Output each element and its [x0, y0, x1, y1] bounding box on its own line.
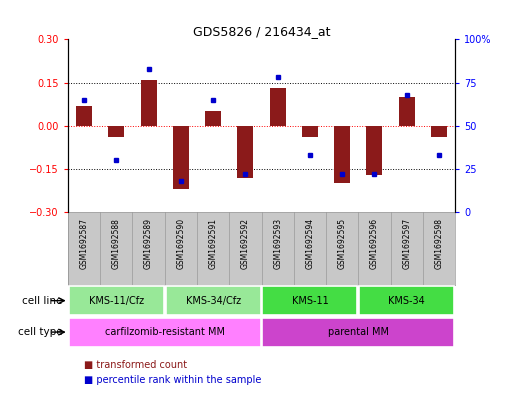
Bar	[431, 126, 447, 137]
Bar	[399, 97, 415, 126]
Text: KMS-11: KMS-11	[291, 296, 328, 306]
Bar	[108, 126, 124, 137]
Bar	[205, 111, 221, 126]
Text: GSM1692588: GSM1692588	[112, 218, 121, 269]
Bar	[334, 126, 350, 184]
Bar	[263, 286, 357, 315]
Text: GSM1692592: GSM1692592	[241, 218, 250, 269]
Text: ■ transformed count: ■ transformed count	[84, 360, 187, 369]
Bar	[69, 286, 164, 315]
Text: cell line: cell line	[22, 296, 63, 306]
Bar	[76, 106, 92, 126]
Text: ■ percentile rank within the sample: ■ percentile rank within the sample	[84, 375, 261, 385]
Text: GSM1692596: GSM1692596	[370, 218, 379, 269]
Text: GSM1692598: GSM1692598	[435, 218, 444, 269]
Text: GSM1692593: GSM1692593	[273, 218, 282, 269]
Bar	[141, 80, 157, 126]
Text: carfilzomib-resistant MM: carfilzomib-resistant MM	[105, 327, 225, 337]
Bar	[359, 286, 454, 315]
Text: GSM1692589: GSM1692589	[144, 218, 153, 269]
Bar	[166, 286, 260, 315]
Bar	[69, 318, 260, 347]
Text: GSM1692587: GSM1692587	[79, 218, 88, 269]
Text: parental MM: parental MM	[328, 327, 389, 337]
Bar	[366, 126, 382, 175]
Bar	[263, 318, 454, 347]
Text: GSM1692594: GSM1692594	[305, 218, 314, 269]
Text: GSM1692595: GSM1692595	[338, 218, 347, 269]
Bar	[269, 88, 286, 126]
Bar	[173, 126, 189, 189]
Text: KMS-34/Cfz: KMS-34/Cfz	[186, 296, 241, 306]
Text: GSM1692590: GSM1692590	[176, 218, 185, 269]
Text: GSM1692597: GSM1692597	[402, 218, 411, 269]
Text: KMS-34: KMS-34	[388, 296, 425, 306]
Text: cell type: cell type	[18, 327, 63, 337]
Bar	[302, 126, 318, 137]
Bar	[237, 126, 254, 178]
Text: GSM1692591: GSM1692591	[209, 218, 218, 269]
Title: GDS5826 / 216434_at: GDS5826 / 216434_at	[193, 25, 330, 38]
Text: KMS-11/Cfz: KMS-11/Cfz	[89, 296, 144, 306]
